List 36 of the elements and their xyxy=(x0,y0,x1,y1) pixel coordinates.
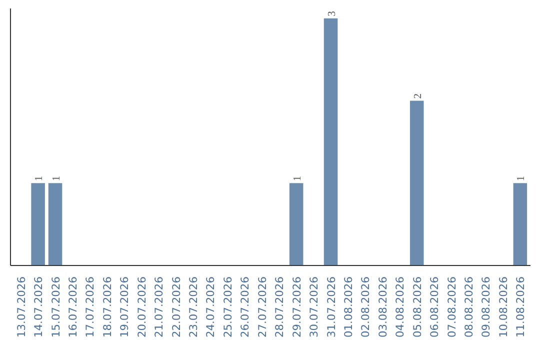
x-tick-label: 20.07.2026 xyxy=(135,276,148,338)
data-label: 1 xyxy=(292,176,304,182)
x-tick-label: 22.07.2026 xyxy=(170,276,183,338)
x-tick-label: 31.07.2026 xyxy=(324,276,338,338)
x-tick-label: 03.08.2026 xyxy=(376,276,390,338)
x-tick-label: 04.08.2026 xyxy=(394,276,407,338)
data-label: 3 xyxy=(326,11,338,16)
data-label: 1 xyxy=(34,176,46,182)
x-tick-label: 25.07.2026 xyxy=(221,276,234,338)
x-tick-label: 23.07.2026 xyxy=(187,276,200,338)
x-tick-label: 07.08.2026 xyxy=(445,276,458,338)
x-tick-label: 19.07.2026 xyxy=(118,276,132,338)
x-tick-label: 10.08.2026 xyxy=(496,276,510,338)
x-tick-label: 18.07.2026 xyxy=(100,276,114,338)
x-tick-label: 02.08.2026 xyxy=(359,276,372,338)
x-tick-label: 16.07.2026 xyxy=(66,276,80,338)
data-label: 1 xyxy=(51,176,62,182)
x-tick-label: 11.08.2026 xyxy=(514,276,528,338)
x-tick-label: 30.07.2026 xyxy=(308,276,321,338)
x-tick-label: 08.08.2026 xyxy=(462,276,476,338)
x-tick-label: 01.08.2026 xyxy=(342,276,355,338)
x-tick-label: 17.07.2026 xyxy=(84,276,97,338)
x-tick-label: 15.07.2026 xyxy=(49,276,62,338)
x-tick-label: 29.07.2026 xyxy=(290,276,304,338)
x-tick-label: 28.07.2026 xyxy=(273,276,286,338)
x-tick-label: 24.07.2026 xyxy=(204,276,218,338)
x-tick-label: 21.07.2026 xyxy=(152,276,166,338)
x-tick-label: 05.08.2026 xyxy=(410,276,424,338)
x-tick-label: 27.07.2026 xyxy=(256,276,269,338)
data-label: 1 xyxy=(516,176,528,182)
x-tick-label: 14.07.2026 xyxy=(32,276,46,338)
x-tick-label: 13.07.2026 xyxy=(14,276,28,338)
x-tick-label: 06.08.2026 xyxy=(428,276,442,338)
data-label: 2 xyxy=(412,93,424,99)
x-tick-label: 09.08.2026 xyxy=(480,276,493,338)
x-tick-label: 26.07.2026 xyxy=(238,276,252,338)
